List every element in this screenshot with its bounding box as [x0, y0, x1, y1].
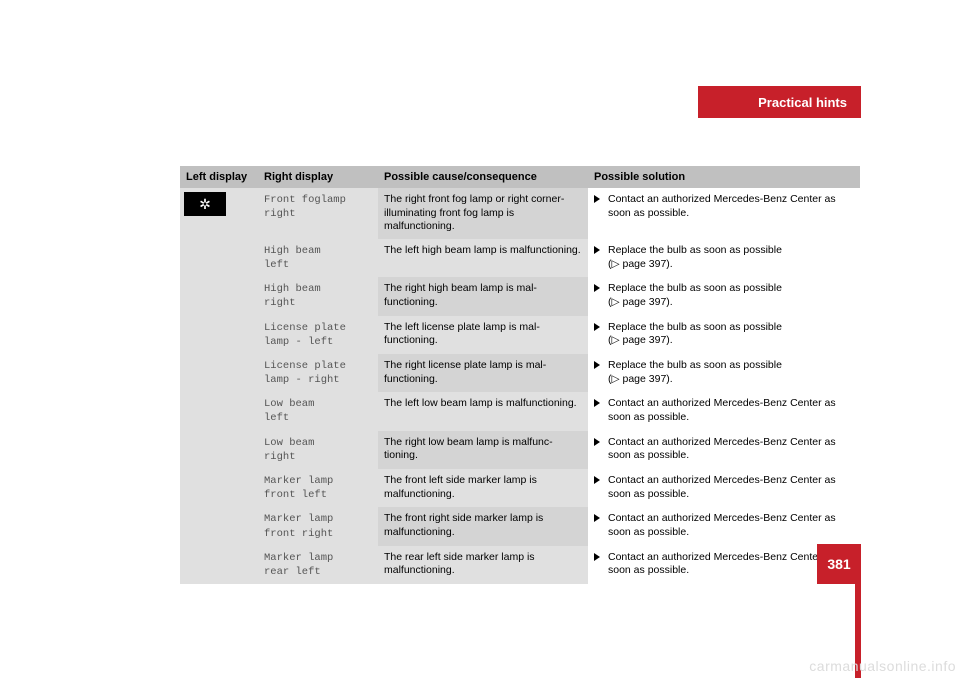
page-number-box: 381	[817, 544, 861, 584]
bullet-arrow-icon	[594, 436, 602, 450]
col-cause: Possible cause/consequence	[378, 166, 588, 188]
solution-text: Contact an authorized Mercedes-Benz Cent…	[608, 512, 854, 539]
right-display-cell: Low beamleft	[258, 392, 378, 430]
cause-cell: The left low beam lamp is malfunc­tionin…	[378, 392, 588, 430]
solution-cell: Contact an authorized Mercedes-Benz Cent…	[588, 469, 860, 507]
cause-cell: The right high beam lamp is mal­function…	[378, 277, 588, 315]
table-row: Marker lampfront leftThe front left side…	[180, 469, 860, 507]
col-solution: Possible solution	[588, 166, 860, 188]
table-row: ✲ Front foglamprightThe right front fog l…	[180, 188, 860, 239]
table-row: Low beamrightThe right low beam lamp is …	[180, 431, 860, 469]
solution-text: Replace the bulb as soon as possible(▷ p…	[608, 359, 782, 386]
cause-cell: The right front fog lamp or right cor­ne…	[378, 188, 588, 239]
bullet-arrow-icon	[594, 193, 602, 207]
right-display-cell: Front foglampright	[258, 188, 378, 239]
section-title: Practical hints	[758, 95, 847, 110]
section-header: Practical hints	[698, 86, 861, 118]
table-row: Low beamleftThe left low beam lamp is ma…	[180, 392, 860, 430]
bullet-arrow-icon	[594, 282, 602, 296]
solution-text: Contact an authorized Mercedes-Benz Cent…	[608, 397, 854, 424]
solution-cell: Contact an authorized Mercedes-Benz Cent…	[588, 431, 860, 469]
cause-cell: The front left side marker lamp is malfu…	[378, 469, 588, 507]
right-display-cell: License platelamp - right	[258, 354, 378, 392]
solution-cell: Contact an authorized Mercedes-Benz Cent…	[588, 507, 860, 545]
col-right-display: Right display	[258, 166, 378, 188]
cause-cell: The left high beam lamp is malfunc­tioni…	[378, 239, 588, 277]
right-display-cell: Marker lampfront right	[258, 507, 378, 545]
lamp-warning-icon: ✲	[184, 192, 226, 216]
cause-cell: The right low beam lamp is malfunc­tioni…	[378, 431, 588, 469]
table-row: Marker lampfront rightThe front right si…	[180, 507, 860, 545]
col-left-display: Left display	[180, 166, 258, 188]
solution-cell: Replace the bulb as soon as possible(▷ p…	[588, 354, 860, 392]
solution-cell: Replace the bulb as soon as possible(▷ p…	[588, 239, 860, 277]
bullet-arrow-icon	[594, 244, 602, 258]
message-table: Left display Right display Possible caus…	[180, 166, 860, 584]
solution-text: Contact an authorized Mercedes-Benz Cent…	[608, 193, 854, 220]
solution-text: Contact an authorized Mercedes-Benz Cent…	[608, 474, 854, 501]
left-display-cell: ✲	[180, 188, 258, 584]
right-display-cell: License platelamp - left	[258, 316, 378, 354]
solution-text: Contact an authorized Mercedes-Benz Cent…	[608, 436, 854, 463]
right-display-cell: Low beamright	[258, 431, 378, 469]
solution-cell: Replace the bulb as soon as possible(▷ p…	[588, 277, 860, 315]
table-row: Marker lamprear leftThe rear left side m…	[180, 546, 860, 584]
bullet-arrow-icon	[594, 512, 602, 526]
cause-cell: The front right side marker lamp is malf…	[378, 507, 588, 545]
right-display-cell: Marker lampfront left	[258, 469, 378, 507]
bullet-arrow-icon	[594, 321, 602, 335]
table-row: License platelamp - rightThe right licen…	[180, 354, 860, 392]
bullet-arrow-icon	[594, 474, 602, 488]
table-row: High beamrightThe right high beam lamp i…	[180, 277, 860, 315]
solution-text: Replace the bulb as soon as possible(▷ p…	[608, 244, 782, 271]
table-header-row: Left display Right display Possible caus…	[180, 166, 860, 188]
page-number: 381	[827, 556, 850, 572]
table-row: License platelamp - leftThe left license…	[180, 316, 860, 354]
solution-cell: Contact an authorized Mercedes-Benz Cent…	[588, 392, 860, 430]
right-display-cell: High beamleft	[258, 239, 378, 277]
right-display-cell: High beamright	[258, 277, 378, 315]
cause-cell: The right license plate lamp is mal­func…	[378, 354, 588, 392]
cause-cell: The left license plate lamp is mal­funct…	[378, 316, 588, 354]
solution-text: Replace the bulb as soon as possible(▷ p…	[608, 321, 782, 348]
right-display-cell: Marker lamprear left	[258, 546, 378, 584]
solution-cell: Contact an authorized Mercedes-Benz Cent…	[588, 188, 860, 239]
bullet-arrow-icon	[594, 359, 602, 373]
bullet-arrow-icon	[594, 397, 602, 411]
solution-text: Replace the bulb as soon as possible(▷ p…	[608, 282, 782, 309]
cause-cell: The rear left side marker lamp is malfun…	[378, 546, 588, 584]
solution-cell: Replace the bulb as soon as possible(▷ p…	[588, 316, 860, 354]
watermark: carmanualsonline.info	[809, 658, 956, 674]
bullet-arrow-icon	[594, 551, 602, 565]
table-row: High beamleftThe left high beam lamp is …	[180, 239, 860, 277]
